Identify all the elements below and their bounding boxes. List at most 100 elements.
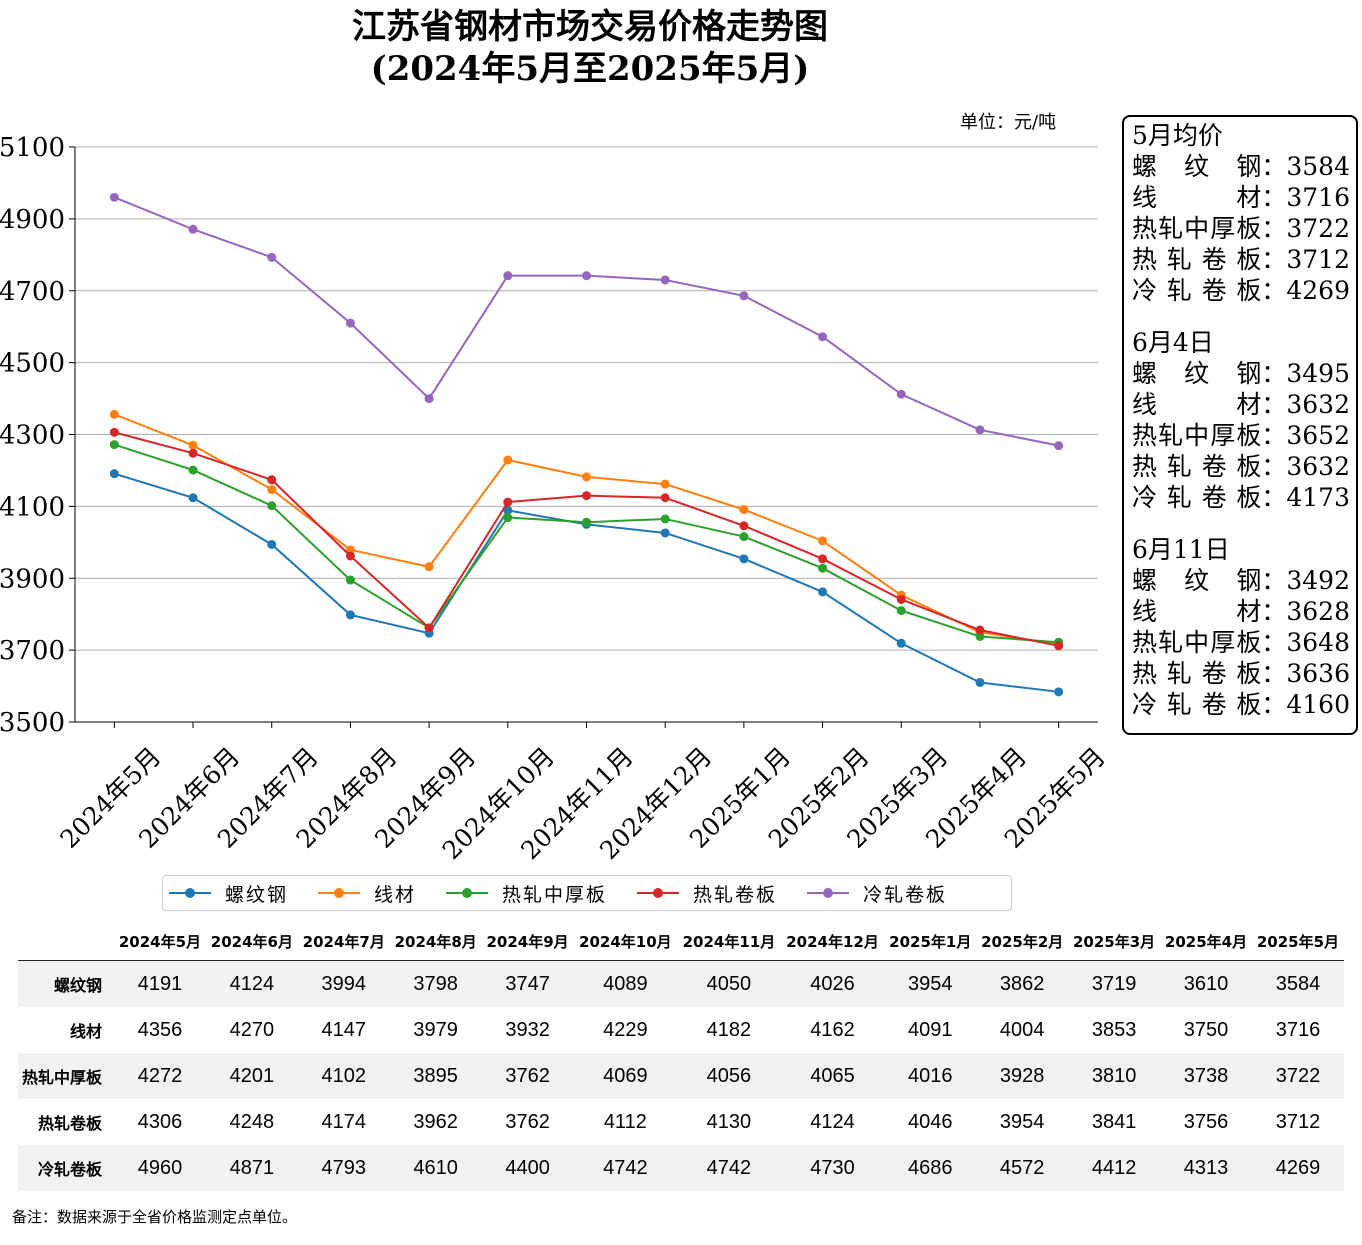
price-group: 6月4日 螺纹钢： 3495 线材： 3632 热轧中厚板： 3652 热轧卷板： 3632 冷轧… [1132, 328, 1350, 513]
price-row-label: 线材 [1132, 183, 1262, 212]
price-row-label: 冷轧卷板 [1132, 276, 1262, 305]
table-cell: 4004 [999, 1018, 1045, 1041]
price-row-separator: ： [1261, 421, 1287, 450]
table-row-header: 线材 [69, 1022, 102, 1041]
data-point [503, 271, 513, 281]
table-row-header: 螺纹钢 [18, 960, 114, 1007]
table-cell: 3716 [1275, 1018, 1321, 1041]
table-row: 螺纹钢 4191 4124 3994 3798 3747 4089 4050 4026 3954 3… [18, 960, 1344, 1007]
table-cell: 3962 [413, 1110, 458, 1133]
price-row: 冷轧卷板： 4269 [1132, 275, 1350, 306]
table-cell: 3722 [1251, 1053, 1344, 1099]
data-point [424, 562, 434, 572]
y-tick-label: 4900 [0, 205, 65, 235]
table-cell: 4016 [884, 1053, 977, 1099]
price-row: 热轧中厚板： 3722 [1132, 213, 1350, 244]
table-column-header: 2025年3月 [1068, 922, 1161, 961]
price-row-separator: ： [1261, 390, 1287, 419]
data-point [818, 554, 828, 564]
table-cell: 4730 [780, 1145, 885, 1191]
data-point [424, 623, 434, 633]
price-row-value: 3652 [1286, 421, 1350, 450]
price-row: 热轧卷板： 3636 [1132, 658, 1350, 689]
price-row-separator: ： [1261, 597, 1287, 626]
price-row-value: 3632 [1286, 452, 1350, 481]
data-point [660, 493, 670, 503]
price-row-separator: ： [1261, 183, 1287, 212]
series-line [114, 431, 1059, 647]
table-row: 热轧卷板 4306 4248 4174 3962 3762 4112 4130 4124 4046… [18, 1099, 1344, 1145]
data-point [188, 493, 198, 503]
table-column-header: 2025年1月 [884, 922, 977, 961]
data-point [109, 427, 119, 437]
line-chart: 3500370039004100430045004700490051002024… [0, 133, 1111, 860]
legend-marker [653, 888, 664, 898]
data-point [1054, 641, 1064, 651]
price-row-value: 3584 [1286, 152, 1350, 181]
table-cell: 4412 [1068, 1145, 1161, 1191]
data-point [424, 394, 434, 404]
table-cell: 4871 [205, 1145, 298, 1191]
title-line-2: (2024年5月至2025年5月) [370, 49, 810, 89]
table-cell: 4050 [677, 960, 781, 1007]
data-point [739, 532, 749, 542]
data-point [188, 224, 198, 234]
price-group-heading: 6月4日 [1132, 328, 1214, 357]
data-point [267, 539, 277, 549]
data-point [739, 291, 749, 301]
table-cell: 4089 [573, 960, 678, 1007]
table-cell: 4162 [810, 1018, 855, 1041]
data-point [975, 425, 985, 435]
data-point [660, 275, 670, 285]
y-tick-label: 3900 [0, 564, 65, 594]
table-column-header: 2024年12月 [780, 922, 885, 961]
price-row-label: 热轧中厚板 [1132, 214, 1262, 243]
legend-label: 冷轧卷板 [863, 883, 948, 906]
table-cell: 3762 [481, 1053, 574, 1099]
data-point [503, 497, 513, 507]
table-column-header: 2024年8月 [389, 922, 482, 961]
price-row-separator: ： [1261, 628, 1287, 657]
table-cell: 3979 [413, 1018, 458, 1041]
table-cell: 4069 [573, 1053, 678, 1099]
price-row-label: 螺纹钢 [1132, 566, 1262, 595]
price-row-separator: ： [1261, 359, 1287, 388]
y-tick-label: 4500 [0, 349, 65, 379]
price-group: 6月11日 螺纹钢： 3492 线材： 3628 热轧中厚板： 3648 热轧卷板： 3636 冷… [1132, 535, 1350, 720]
table-cell: 4174 [321, 1110, 367, 1133]
price-row-separator: ： [1261, 152, 1287, 181]
data-point [503, 455, 513, 465]
table-row-header: 热轧卷板 [37, 1114, 102, 1133]
table-header-row: 2024年5月 2024年6月 2024年7月 2024年8月 2024年9月 2024年… [18, 922, 1344, 961]
table-row: 热轧中厚板 4272 4201 4102 3895 3762 4069 4056 4065 401… [18, 1053, 1344, 1099]
data-point [975, 677, 985, 687]
table-column-header: 2024年9月 [481, 922, 574, 961]
table-column-header: 2025年5月 [1251, 922, 1344, 961]
table-cell: 4742 [677, 1145, 781, 1191]
data-point [582, 517, 591, 527]
legend-item: 热轧卷板 [637, 880, 777, 907]
table-column-header: 2025年4月 [1160, 922, 1252, 961]
y-tick-label: 3500 [0, 708, 65, 738]
table-cell: 4046 [908, 1110, 953, 1133]
table-cell: 3750 [1183, 1018, 1229, 1041]
price-group-heading: 5月均价 [1132, 121, 1223, 150]
price-row-separator: ： [1261, 276, 1287, 305]
table-row: 线材 4356 4270 4147 3979 3932 4229 4182 4162 4091 40… [18, 1007, 1344, 1053]
price-row-value: 3495 [1286, 359, 1350, 388]
legend-swatch [318, 888, 361, 898]
legend-marker [462, 888, 473, 898]
data-point [739, 505, 749, 515]
price-row-value: 4173 [1286, 483, 1350, 512]
table-cell: 4270 [229, 1018, 275, 1041]
table-cell: 4572 [976, 1145, 1069, 1191]
data-point [109, 469, 119, 479]
data-point [896, 594, 906, 604]
price-row-separator: ： [1261, 214, 1287, 243]
price-row: 线材： 3628 [1132, 596, 1350, 627]
unit-label: 单位：元/吨 [960, 112, 1057, 133]
data-point [582, 491, 591, 501]
table-cell: 3932 [505, 1018, 550, 1041]
price-row-label: 热轧卷板 [1132, 659, 1262, 688]
price-row-value: 3712 [1286, 245, 1350, 274]
